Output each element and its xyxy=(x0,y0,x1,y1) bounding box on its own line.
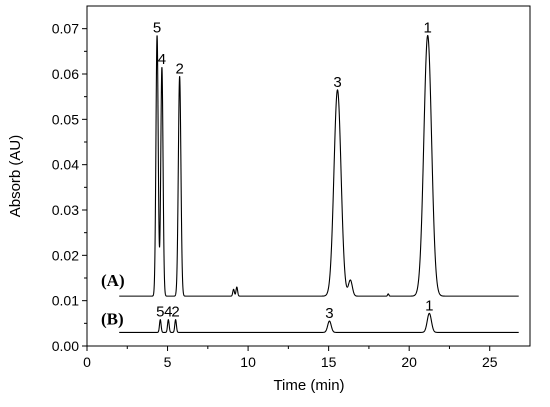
x-tick-label: 15 xyxy=(321,354,337,370)
x-axis-ticks: 0 5 10 15 20 25 xyxy=(83,346,498,370)
y-tick-label: 0.01 xyxy=(52,293,79,309)
y-tick-label: 0.02 xyxy=(52,247,79,263)
plot-frame xyxy=(86,5,531,347)
peak-label: 1 xyxy=(425,297,433,314)
y-tick-label: 0.04 xyxy=(52,157,79,173)
y-tick-label: 0.05 xyxy=(52,111,79,127)
plot-border xyxy=(86,5,531,347)
x-tick-label: 25 xyxy=(482,354,498,370)
y-axis-ticks: 0.00 0.01 0.02 0.03 0.04 0.05 0.06 0.07 xyxy=(52,21,87,354)
peak-label: 3 xyxy=(325,305,333,322)
peak-label: 4 xyxy=(164,304,172,321)
y-tick-label: 0.06 xyxy=(52,66,79,82)
peak-label: 5 xyxy=(156,304,164,321)
peak-label: 5 xyxy=(153,19,161,36)
peak-label: 2 xyxy=(171,304,179,321)
trace-label: (B) xyxy=(101,309,124,328)
x-tick-label: 10 xyxy=(240,354,256,370)
peak-label: 2 xyxy=(175,60,183,77)
peak-label: 4 xyxy=(158,51,166,68)
trace-label: (A) xyxy=(101,271,125,290)
x-tick-label: 20 xyxy=(401,354,417,370)
trace-a xyxy=(119,34,519,297)
peak-label: 1 xyxy=(424,19,432,36)
y-tick-label: 0.03 xyxy=(52,202,79,218)
y-axis-title: Absorb (AU) xyxy=(7,135,24,218)
y-tick-label: 0.07 xyxy=(52,21,79,37)
trace-b xyxy=(119,312,519,333)
x-axis-title: Time (min) xyxy=(273,377,344,394)
trace-labels: (A) (B) xyxy=(101,271,125,328)
x-tick-label: 0 xyxy=(83,354,91,370)
x-tick-label: 5 xyxy=(164,354,172,370)
traces xyxy=(119,34,519,333)
peak-label: 3 xyxy=(333,74,341,91)
y-tick-label: 0.00 xyxy=(52,338,79,354)
